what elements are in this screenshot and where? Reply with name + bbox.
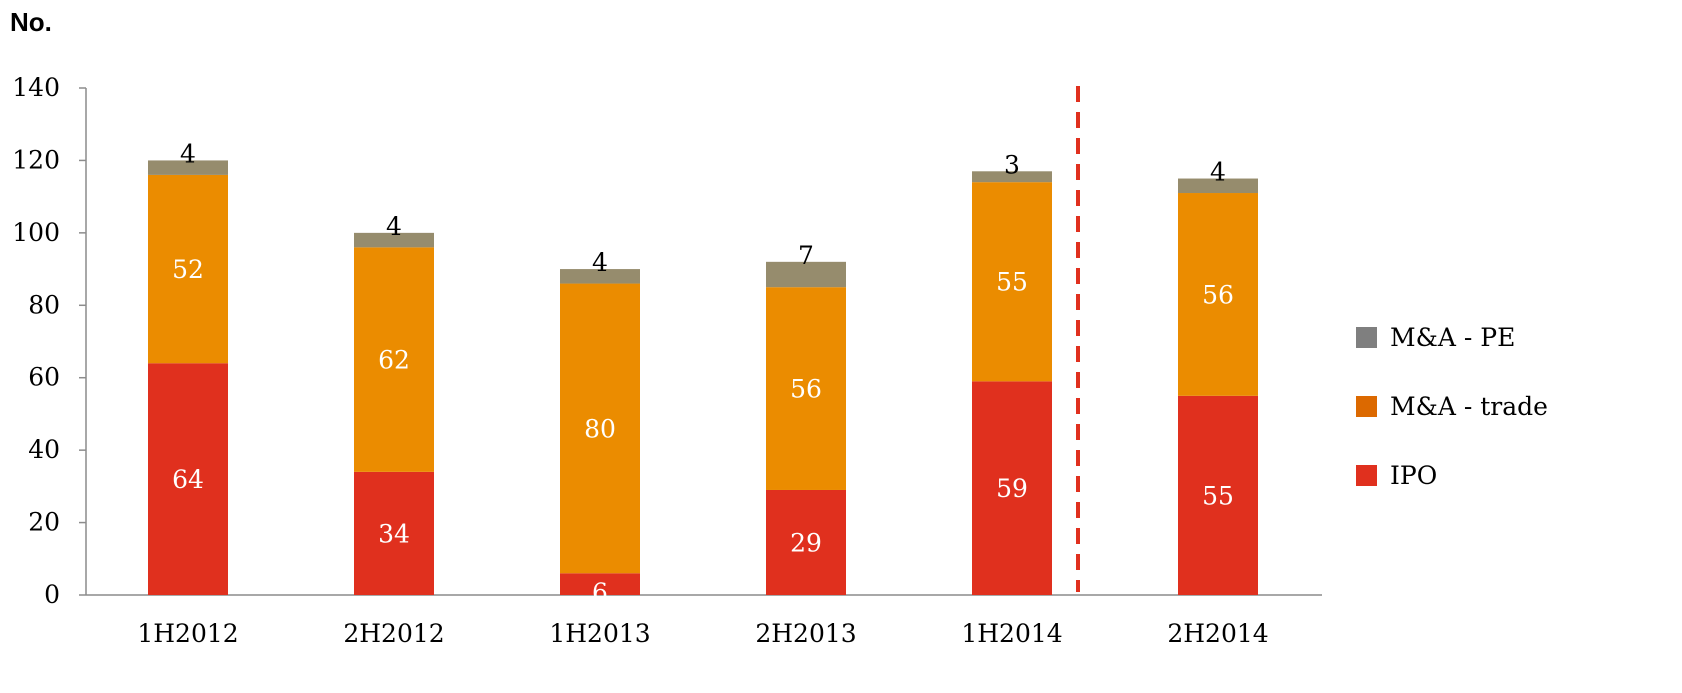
data-label: 62 [378,346,410,375]
x-tick-label: 1H2014 [961,619,1062,648]
bar-segment [766,287,846,490]
data-label: 80 [584,414,616,443]
plot-area: 020406080100120140645241H2012346242H2012… [12,73,1322,648]
bar-segment [1178,193,1258,396]
data-label: 4 [592,248,608,277]
bar-segment [766,489,846,595]
legend-swatch [1356,327,1377,348]
data-label: 59 [996,474,1028,503]
y-tick-label: 0 [44,580,60,609]
bar-segment [972,381,1052,595]
x-tick-label: 2H2013 [755,619,856,648]
bar-segment [560,269,640,284]
data-label: 4 [386,212,402,241]
y-tick-label: 40 [28,435,60,464]
legend-swatch [1356,396,1377,417]
data-label: 55 [996,268,1028,297]
x-tick-label: 1H2012 [137,619,238,648]
bar-segment [972,171,1052,183]
legend: M&A - PE M&A - trade IPO [1356,323,1548,490]
y-tick-label: 20 [28,508,60,537]
bar-segment [354,471,434,595]
x-tick-label: 2H2014 [1167,619,1268,648]
data-label: 56 [1202,280,1234,309]
data-label: 52 [172,255,204,284]
bar-segment [560,573,640,595]
y-tick-label: 60 [28,363,60,392]
data-label: 56 [790,375,822,404]
x-tick-label: 1H2013 [549,619,650,648]
bar-segment [148,363,228,595]
legend-label: M&A - PE [1390,323,1515,352]
data-label: 7 [798,241,814,270]
bar-segment [148,174,228,364]
bar-segment [354,232,434,248]
data-label: 4 [1210,158,1226,187]
bar-segment [972,182,1052,382]
bar-segment [148,160,228,175]
bar-segment [560,283,640,574]
y-tick-label: 120 [12,145,60,174]
unit-label: No. [10,7,52,37]
legend-swatch [1356,465,1377,486]
legend-label: IPO [1390,461,1437,490]
data-label: 55 [1202,481,1234,510]
data-label: 29 [790,528,822,557]
data-label: 6 [592,578,608,607]
y-tick-label: 140 [12,73,60,102]
data-label: 3 [1004,150,1020,179]
data-label: 4 [180,139,196,168]
bar-segment [1178,395,1258,595]
y-tick-label: 100 [12,218,60,247]
bar-segment [1178,178,1258,194]
data-label: 34 [378,519,410,548]
x-tick-label: 2H2012 [343,619,444,648]
y-tick-label: 80 [28,290,60,319]
legend-label: M&A - trade [1390,392,1548,421]
bar-segment [354,247,434,472]
data-label: 64 [172,465,204,494]
bar-segment [766,261,846,288]
